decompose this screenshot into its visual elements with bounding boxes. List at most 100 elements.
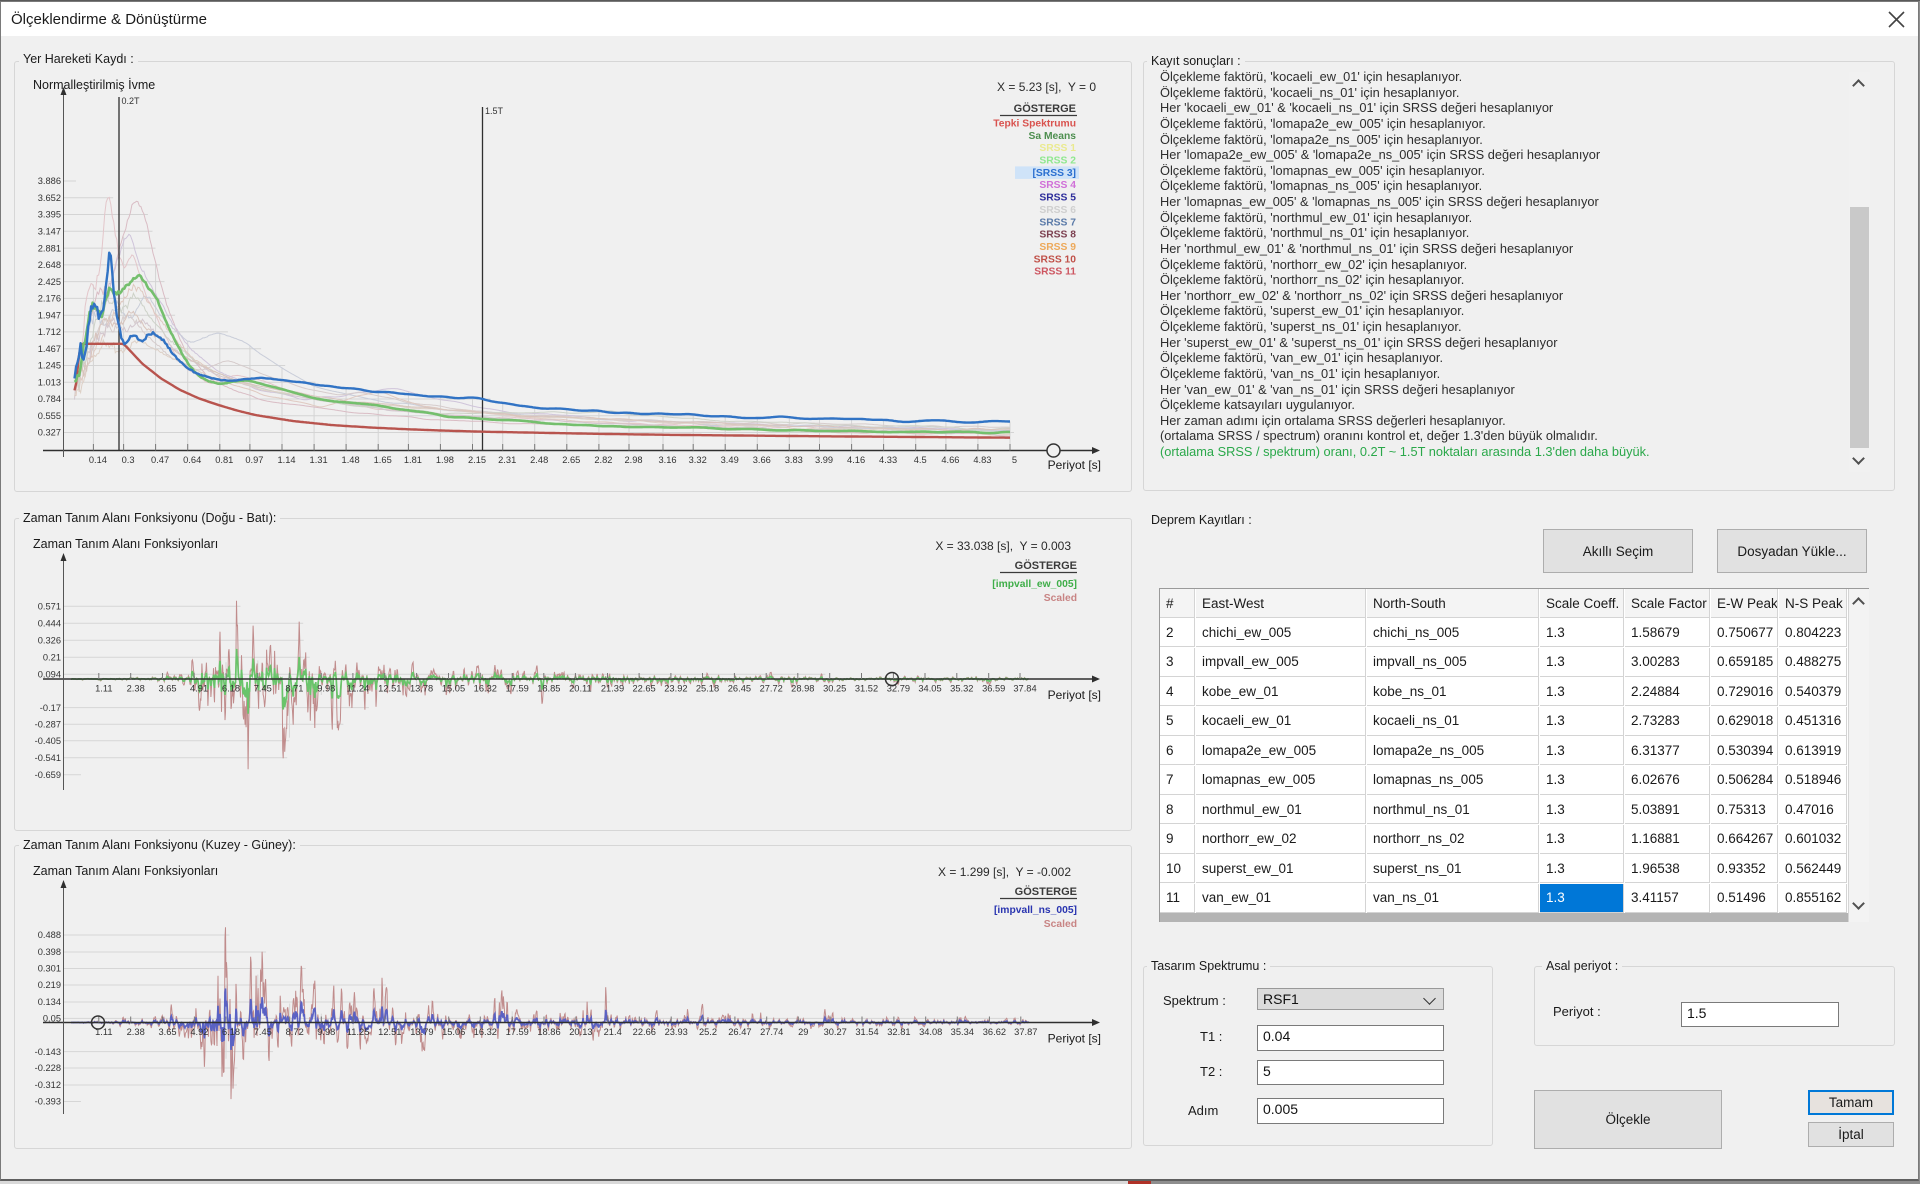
svg-text:8.71: 8.71 — [285, 684, 303, 694]
svg-text:-0.405: -0.405 — [35, 736, 61, 746]
svg-text:1.98: 1.98 — [436, 455, 454, 465]
svg-text:GÖSTERGE: GÖSTERGE — [1015, 885, 1077, 898]
svg-text:26.47: 26.47 — [728, 1027, 751, 1037]
svg-text:6.18: 6.18 — [222, 684, 240, 694]
svg-text:2.38: 2.38 — [127, 1027, 145, 1037]
svg-text:3.65: 3.65 — [158, 1027, 176, 1037]
svg-text:22.66: 22.66 — [633, 1027, 656, 1037]
svg-text:1.712: 1.712 — [38, 327, 61, 337]
svg-text:2.48: 2.48 — [530, 455, 548, 465]
svg-text:37.87: 37.87 — [1014, 1027, 1037, 1037]
svg-text:SRSS 1: SRSS 1 — [1039, 143, 1076, 154]
svg-text:3.65: 3.65 — [158, 684, 176, 694]
svg-text:-0.228: -0.228 — [35, 1063, 61, 1073]
svg-text:0.64: 0.64 — [183, 455, 201, 465]
svg-text:1.5T: 1.5T — [485, 106, 504, 116]
svg-text:25.18: 25.18 — [696, 684, 719, 694]
svg-text:26.45: 26.45 — [728, 684, 751, 694]
svg-text:3.66: 3.66 — [753, 455, 771, 465]
svg-text:1.65: 1.65 — [374, 455, 392, 465]
svg-text:4.16: 4.16 — [847, 455, 865, 465]
svg-text:0.2T: 0.2T — [122, 96, 141, 106]
svg-text:23.93: 23.93 — [665, 1027, 688, 1037]
svg-text:1.947: 1.947 — [38, 310, 61, 320]
svg-text:-0.143: -0.143 — [35, 1047, 61, 1057]
svg-text:0.326: 0.326 — [38, 635, 61, 645]
svg-text:2.65: 2.65 — [562, 455, 580, 465]
svg-text:Sa Means: Sa Means — [1028, 131, 1076, 142]
svg-text:2.425: 2.425 — [38, 277, 61, 287]
svg-text:2.31: 2.31 — [498, 455, 516, 465]
svg-text:Scaled: Scaled — [1044, 593, 1077, 604]
svg-text:20.11: 20.11 — [569, 684, 592, 694]
svg-text:30.25: 30.25 — [823, 684, 846, 694]
svg-text:1.11: 1.11 — [95, 1027, 112, 1037]
svg-text:30.27: 30.27 — [824, 1027, 847, 1037]
svg-text:SRSS 6: SRSS 6 — [1039, 205, 1076, 216]
svg-text:16.32: 16.32 — [474, 684, 497, 694]
svg-text:9.98: 9.98 — [317, 1027, 335, 1037]
svg-text:X = 33.038 [s], Y = 0.003: X = 33.038 [s], Y = 0.003 — [935, 539, 1071, 553]
svg-text:0.488: 0.488 — [38, 930, 61, 940]
svg-text:1.013: 1.013 — [38, 377, 61, 387]
svg-text:16.32: 16.32 — [474, 1027, 497, 1037]
svg-text:18.86: 18.86 — [537, 1027, 560, 1037]
svg-text:2.15: 2.15 — [468, 455, 486, 465]
svg-text:7.45: 7.45 — [254, 1027, 272, 1037]
svg-text:SRSS 2: SRSS 2 — [1039, 156, 1076, 167]
svg-text:36.62: 36.62 — [983, 1027, 1006, 1037]
svg-text:X = 5.23 [s], Y = 0: X = 5.23 [s], Y = 0 — [997, 80, 1096, 94]
svg-text:Periyot [s]: Periyot [s] — [1048, 688, 1101, 702]
svg-text:-0.312: -0.312 — [35, 1080, 61, 1090]
svg-text:4.33: 4.33 — [879, 455, 897, 465]
svg-text:SRSS 8: SRSS 8 — [1039, 230, 1076, 241]
svg-text:SRSS 9: SRSS 9 — [1039, 242, 1076, 253]
svg-text:Normalleştirilmiş İvme: Normalleştirilmiş İvme — [33, 78, 155, 92]
svg-text:23.92: 23.92 — [664, 684, 687, 694]
svg-text:0.21: 0.21 — [43, 652, 61, 662]
svg-text:35.34: 35.34 — [951, 1027, 974, 1037]
svg-text:7.45: 7.45 — [254, 684, 272, 694]
svg-text:SRSS 11: SRSS 11 — [1034, 267, 1076, 278]
svg-text:SRSS 10: SRSS 10 — [1034, 254, 1077, 265]
svg-text:0.47: 0.47 — [151, 455, 169, 465]
svg-text:34.08: 34.08 — [919, 1027, 942, 1037]
svg-text:0.555: 0.555 — [38, 411, 61, 421]
svg-text:1.245: 1.245 — [38, 361, 61, 371]
svg-text:2.98: 2.98 — [624, 455, 642, 465]
svg-text:11.24: 11.24 — [347, 684, 370, 694]
svg-text:-0.659: -0.659 — [35, 770, 61, 780]
svg-text:SRSS 4: SRSS 4 — [1039, 180, 1076, 191]
svg-text:21.4: 21.4 — [604, 1027, 622, 1037]
svg-text:21.39: 21.39 — [601, 684, 624, 694]
svg-text:1.14: 1.14 — [277, 455, 295, 465]
svg-text:12.51: 12.51 — [378, 1027, 401, 1037]
svg-text:0.97: 0.97 — [245, 455, 263, 465]
svg-text:31.52: 31.52 — [855, 684, 878, 694]
svg-text:2.648: 2.648 — [38, 260, 61, 270]
svg-text:3.652: 3.652 — [38, 193, 61, 203]
svg-text:34.05: 34.05 — [918, 684, 941, 694]
svg-text:37.84: 37.84 — [1013, 684, 1036, 694]
svg-text:2.82: 2.82 — [594, 455, 612, 465]
svg-text:25.2: 25.2 — [699, 1027, 717, 1037]
svg-text:1.467: 1.467 — [38, 344, 61, 354]
svg-text:Zaman Tanım Alanı Fonksiyonlar: Zaman Tanım Alanı Fonksiyonları — [33, 537, 218, 551]
svg-text:1.11: 1.11 — [95, 684, 112, 694]
svg-text:GÖSTERGE: GÖSTERGE — [1015, 559, 1077, 572]
svg-text:4.66: 4.66 — [941, 455, 959, 465]
svg-text:Zaman Tanım Alanı Fonksiyonlar: Zaman Tanım Alanı Fonksiyonları — [33, 864, 218, 878]
svg-text:13.78: 13.78 — [410, 684, 433, 694]
svg-text:Scaled: Scaled — [1044, 919, 1077, 930]
svg-text:9.98: 9.98 — [317, 684, 335, 694]
svg-text:36.59: 36.59 — [982, 684, 1005, 694]
svg-text:12.51: 12.51 — [378, 684, 401, 694]
svg-text:3.99: 3.99 — [815, 455, 833, 465]
svg-text:1.48: 1.48 — [342, 455, 360, 465]
svg-text:-0.17: -0.17 — [40, 703, 61, 713]
svg-text:2.176: 2.176 — [38, 294, 61, 304]
svg-text:17.59: 17.59 — [506, 684, 529, 694]
svg-text:0.784: 0.784 — [38, 394, 61, 404]
svg-text:3.147: 3.147 — [38, 227, 61, 237]
svg-text:13.79: 13.79 — [410, 1027, 433, 1037]
